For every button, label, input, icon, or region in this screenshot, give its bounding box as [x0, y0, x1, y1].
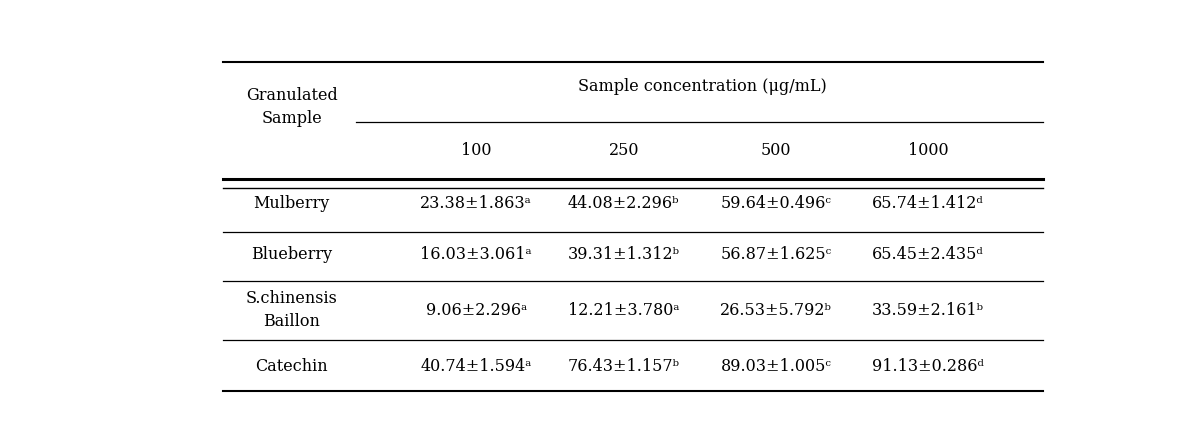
Text: 44.08±2.296ᵇ: 44.08±2.296ᵇ: [568, 195, 679, 212]
Text: 91.13±0.286ᵈ: 91.13±0.286ᵈ: [872, 358, 984, 375]
Text: Catechin: Catechin: [256, 358, 328, 375]
Text: S.chinensis
Baillon: S.chinensis Baillon: [246, 291, 338, 329]
Text: 500: 500: [760, 142, 791, 159]
Text: 12.21±3.780ᵃ: 12.21±3.780ᵃ: [568, 302, 679, 319]
Text: 65.74±1.412ᵈ: 65.74±1.412ᵈ: [872, 195, 984, 212]
Text: 59.64±0.496ᶜ: 59.64±0.496ᶜ: [720, 195, 832, 212]
Text: Mulberry: Mulberry: [253, 195, 330, 212]
Text: 100: 100: [461, 142, 491, 159]
Text: 65.45±2.435ᵈ: 65.45±2.435ᵈ: [872, 246, 984, 263]
Text: 26.53±5.792ᵇ: 26.53±5.792ᵇ: [720, 302, 832, 319]
Text: 9.06±2.296ᵃ: 9.06±2.296ᵃ: [426, 302, 527, 319]
Text: 40.74±1.594ᵃ: 40.74±1.594ᵃ: [420, 358, 532, 375]
Text: 16.03±3.061ᵃ: 16.03±3.061ᵃ: [420, 246, 532, 263]
Text: 23.38±1.863ᵃ: 23.38±1.863ᵃ: [420, 195, 532, 212]
Text: 89.03±1.005ᶜ: 89.03±1.005ᶜ: [720, 358, 832, 375]
Text: 39.31±1.312ᵇ: 39.31±1.312ᵇ: [568, 246, 679, 263]
Text: 33.59±2.161ᵇ: 33.59±2.161ᵇ: [872, 302, 984, 319]
Text: 76.43±1.157ᵇ: 76.43±1.157ᵇ: [568, 358, 679, 375]
Text: 1000: 1000: [908, 142, 948, 159]
Text: Sample concentration (μg/mL): Sample concentration (μg/mL): [577, 78, 827, 95]
Text: 250: 250: [608, 142, 639, 159]
Text: Blueberry: Blueberry: [251, 246, 332, 263]
Text: Granulated
Sample: Granulated Sample: [246, 87, 338, 127]
Text: 56.87±1.625ᶜ: 56.87±1.625ᶜ: [720, 246, 832, 263]
